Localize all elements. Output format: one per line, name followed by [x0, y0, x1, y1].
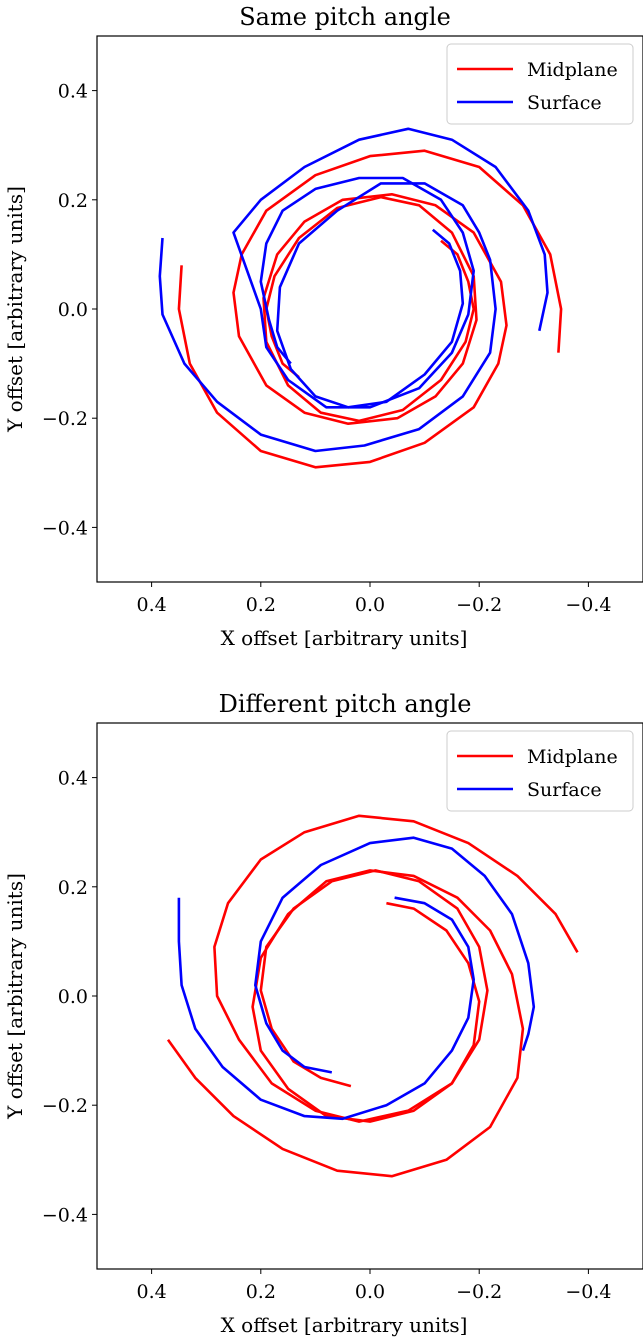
- legend: Midplane Surface: [446, 43, 634, 125]
- y-tick-label: 0.4: [58, 768, 88, 790]
- x-tick-label: 0.4: [136, 1281, 166, 1303]
- x-tick-label: 0.0: [355, 594, 385, 616]
- y-tick-label: −0.2: [42, 408, 88, 430]
- x-tick-label: −0.4: [565, 594, 611, 616]
- x-tick-label: 0.4: [136, 594, 166, 616]
- legend-label-midplane: Midplane: [527, 59, 618, 81]
- x-tick-label: −0.4: [565, 1281, 611, 1303]
- plot-area: [166, 814, 579, 1178]
- panel-different-pitch: Different pitch angle 0.4 0.2 0.0 −0.2 −0.4 0.…: [3, 690, 643, 1337]
- y-tick-label: −0.2: [42, 1095, 88, 1117]
- plot-area: [158, 127, 563, 469]
- y-tick-label: 0.2: [58, 190, 88, 212]
- series-midplane-arm-1: [166, 869, 525, 1178]
- x-axis-label: X offset [arbitrary units]: [221, 1313, 468, 1337]
- y-axis-label: Y offset [arbitrary units]: [3, 186, 27, 433]
- series-surface-arm-2: [254, 836, 536, 1074]
- x-tick-label: 0.2: [246, 594, 276, 616]
- y-tick-label: −0.4: [42, 1204, 88, 1226]
- y-tick-label: 0.0: [58, 986, 88, 1008]
- chart-title: Different pitch angle: [219, 690, 472, 718]
- legend-label-surface: Surface: [527, 92, 602, 114]
- series-surface-arm-1: [177, 896, 475, 1121]
- y-tick-label: −0.4: [42, 517, 88, 539]
- y-tick-label: 0.4: [58, 81, 88, 103]
- series-surface-arm-1: [158, 182, 497, 453]
- legend-box: [446, 43, 634, 125]
- panel-same-pitch: Same pitch angle 0.4 0.2 0.0 −0.2 −0.4 0.4 0.2 0…: [3, 3, 643, 650]
- series-midplane-arm-2: [213, 814, 579, 1123]
- x-tick-label: 0.0: [355, 1281, 385, 1303]
- x-tick-label: 0.2: [246, 1281, 276, 1303]
- x-axis-label: X offset [arbitrary units]: [221, 626, 468, 650]
- legend-box: [446, 730, 634, 812]
- y-tick-label: 0.0: [58, 299, 88, 321]
- series-midplane-arm-2: [232, 149, 563, 425]
- legend: Midplane Surface: [446, 730, 634, 812]
- legend-label-surface: Surface: [527, 779, 602, 801]
- x-tick-label: −0.2: [456, 594, 502, 616]
- series-midplane-arm-1: [177, 193, 508, 469]
- y-tick-label: 0.2: [58, 877, 88, 899]
- chart-title: Same pitch angle: [239, 3, 451, 31]
- x-tick-label: −0.2: [456, 1281, 502, 1303]
- series-surface-arm-2: [232, 127, 549, 409]
- y-axis-label: Y offset [arbitrary units]: [3, 873, 27, 1120]
- legend-label-midplane: Midplane: [527, 746, 618, 768]
